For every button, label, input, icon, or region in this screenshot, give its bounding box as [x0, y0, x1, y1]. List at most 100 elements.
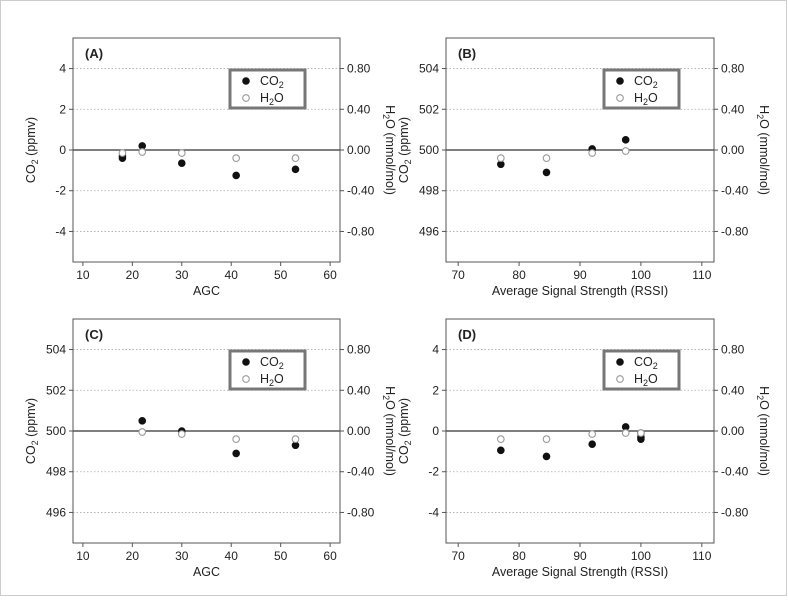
legend-marker: [242, 94, 250, 102]
y-right-tick-label: -0.80: [347, 224, 375, 238]
x-tick-label: 70: [452, 549, 466, 563]
y-left-tick-label: 4: [432, 343, 439, 357]
co2-point: [542, 168, 551, 177]
legend-marker: [242, 358, 250, 366]
legend-box: [228, 349, 307, 391]
y-right-axis-label: H2O (mmol/mol): [755, 386, 771, 476]
y-right-tick-label: -0.40: [347, 465, 375, 479]
legend-marker: [242, 375, 250, 383]
y-left-tick-label: 504: [419, 62, 439, 76]
h2o-point: [588, 430, 597, 438]
h2o-point: [138, 428, 147, 436]
y-right-tick-label: -0.80: [347, 505, 375, 519]
legend-label: CO2: [260, 355, 284, 371]
y-left-tick-label: 502: [419, 102, 439, 116]
y-left-tick-label: 2: [59, 102, 66, 116]
y-right-tick-label: 0.40: [721, 102, 745, 116]
y-left-tick-label: 0: [59, 143, 66, 157]
panel-c: 10 20 30 40 50 60 496 498 500 502 504 -0.80 -0.40 0.0…: [24, 318, 397, 579]
x-tick-label: 20: [126, 268, 140, 282]
co2-point: [542, 452, 551, 461]
h2o-point: [496, 154, 505, 162]
y-right-tick-label: 0.00: [347, 143, 371, 157]
co2-point: [232, 449, 240, 458]
h2o-point: [291, 435, 300, 443]
x-tick-label: 30: [175, 549, 189, 563]
panel-a: 10 20 30 40 50 60 -4 -2 0 2 4 -0.80 -0.40 0.00 0.40 0.8…: [24, 37, 397, 298]
y-left-tick-label: 500: [46, 424, 66, 438]
h2o-point: [232, 154, 241, 162]
y-right-tick-label: 0.80: [347, 343, 371, 357]
y-left-tick-label: 502: [46, 383, 66, 397]
y-right-tick-label: 0.40: [347, 102, 371, 116]
h2o-point: [637, 429, 645, 437]
x-axis-label: AGC: [193, 565, 220, 579]
y-right-tick-label: -0.80: [721, 224, 749, 238]
co2-point: [177, 159, 186, 168]
y-right-tick-label: 0.80: [721, 343, 745, 357]
y-right-axis-label: H2O (mmol/mol): [381, 386, 397, 476]
y-right-tick-label: -0.40: [721, 465, 749, 479]
y-left-tick-label: 498: [419, 184, 439, 198]
y-left-axis-label: CO2 (ppmv): [397, 398, 413, 464]
panel-label: (D): [458, 327, 476, 342]
legend-label: CO2: [634, 74, 658, 90]
y-right-tick-label: 0.80: [721, 62, 745, 76]
x-tick-label: 50: [274, 549, 288, 563]
h2o-point: [118, 149, 127, 157]
legend-box: [228, 68, 307, 110]
x-tick-label: 20: [126, 549, 140, 563]
h2o-point: [232, 435, 241, 443]
y-left-tick-label: -4: [428, 505, 439, 519]
legend-marker: [616, 77, 624, 85]
legend-marker: [242, 77, 250, 85]
h2o-point: [542, 435, 551, 443]
y-right-tick-label: 0.00: [721, 143, 745, 157]
x-tick-label: 80: [512, 268, 526, 282]
h2o-point: [177, 430, 186, 438]
y-right-tick-label: -0.40: [721, 184, 749, 198]
y-right-tick-label: -0.40: [347, 184, 375, 198]
y-left-tick-label: 498: [46, 465, 66, 479]
panel-label: (A): [85, 46, 103, 61]
y-right-axis-label: H2O (mmol/mol): [755, 105, 771, 195]
x-tick-label: 100: [631, 268, 651, 282]
h2o-point: [621, 429, 630, 437]
y-right-tick-label: 0.00: [721, 424, 745, 438]
y-left-tick-label: -2: [428, 465, 439, 479]
y-left-tick-label: -4: [55, 224, 66, 238]
legend-marker: [616, 94, 624, 102]
legend-label: H2O: [260, 91, 284, 107]
x-tick-label: 70: [452, 268, 466, 282]
legend-box: [602, 68, 681, 110]
legend-marker: [616, 375, 624, 383]
y-right-tick-label: 0.00: [347, 424, 371, 438]
h2o-point: [621, 147, 630, 155]
x-axis-label: AGC: [193, 284, 220, 298]
x-tick-label: 110: [692, 549, 711, 563]
panel-d: 70 80 90 100 110 -4 -2 0 2 4 -0.80 -0.40 0.00 0.40 0.8…: [397, 318, 771, 579]
x-tick-label: 60: [323, 268, 337, 282]
co2-point: [588, 440, 596, 449]
y-left-axis-label: CO2 (ppmv): [24, 117, 40, 183]
x-tick-label: 90: [573, 549, 587, 563]
legend-label: CO2: [260, 74, 284, 90]
y-left-tick-label: 496: [419, 224, 439, 238]
h2o-point: [542, 154, 551, 162]
panel-b: 70 80 90 100 110 496 498 500 502 504 -0.80 -0.40 0.0…: [397, 37, 771, 298]
legend-label: H2O: [634, 91, 658, 107]
x-tick-label: 90: [573, 268, 587, 282]
y-left-axis-label: CO2 (ppmv): [397, 117, 413, 183]
y-left-axis-label: CO2 (ppmv): [24, 398, 40, 464]
y-left-tick-label: 504: [46, 343, 66, 357]
panel-label: (B): [458, 46, 476, 61]
y-left-tick-label: -2: [55, 184, 66, 198]
h2o-point: [291, 154, 300, 162]
panel-label: (C): [85, 327, 103, 342]
x-tick-label: 10: [76, 549, 90, 563]
x-axis-label: Average Signal Strength (RSSI): [492, 284, 668, 298]
h2o-point: [138, 148, 147, 156]
y-right-tick-label: -0.80: [721, 505, 749, 519]
